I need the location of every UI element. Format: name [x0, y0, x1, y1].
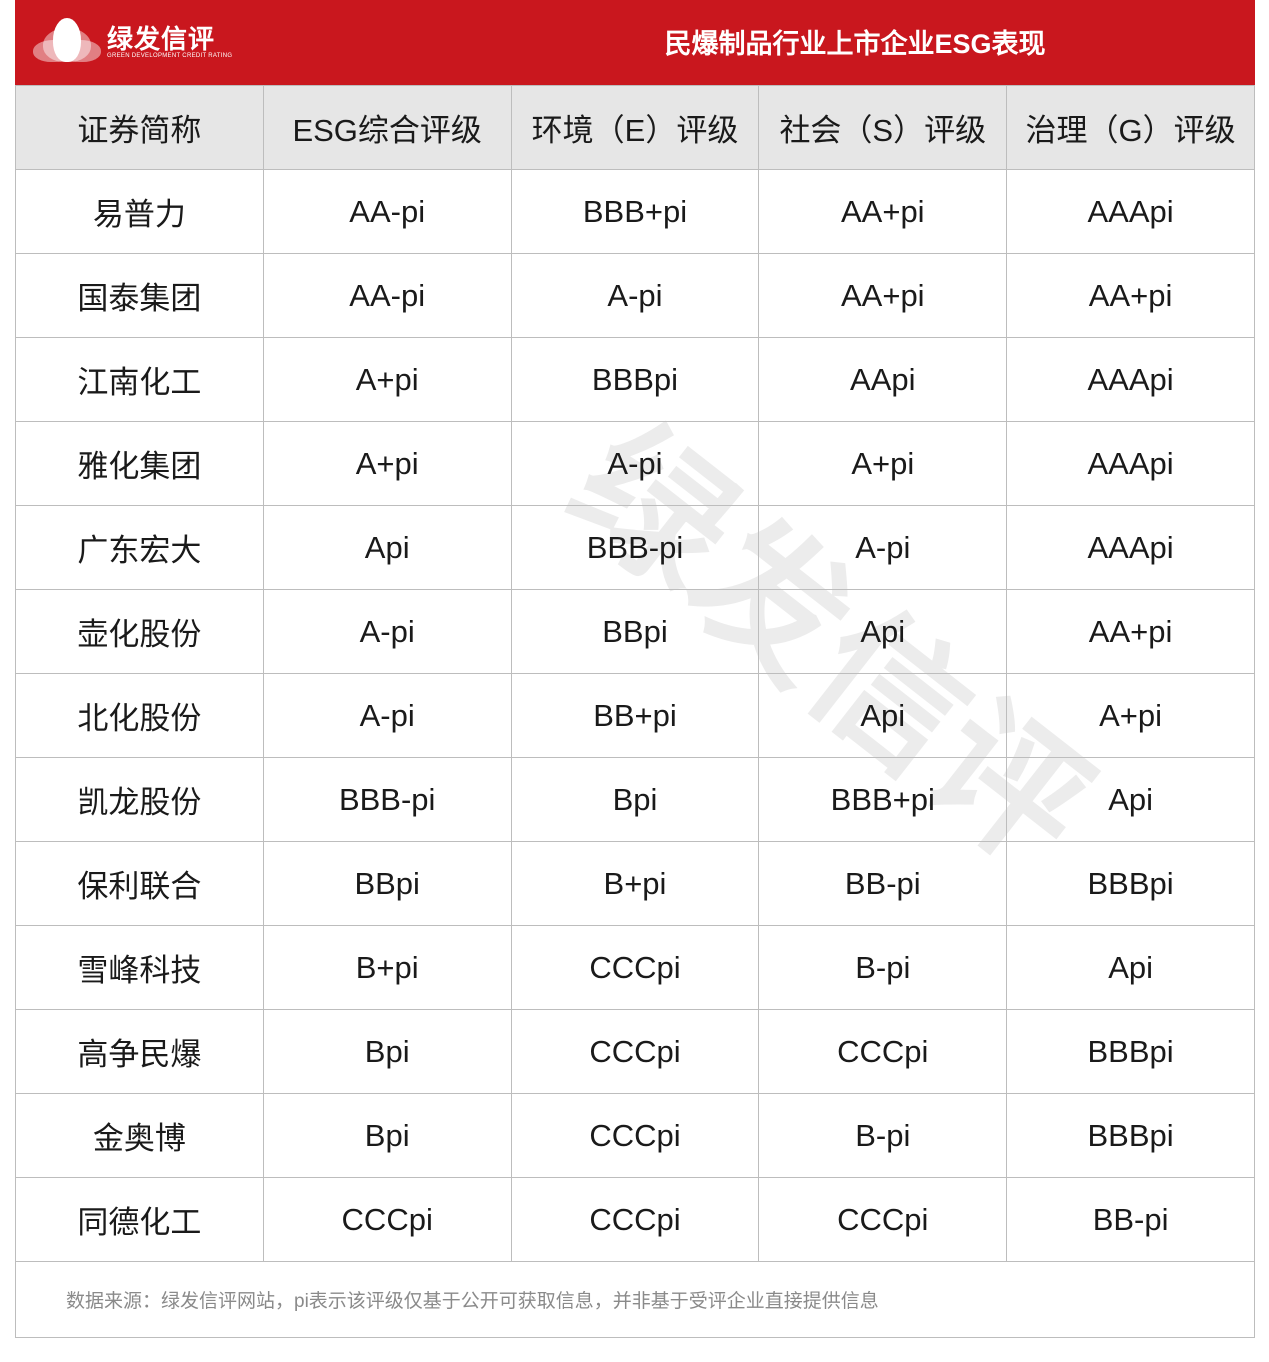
rating-cell: Bpi [510, 757, 760, 842]
column-header: ESG综合评级 [262, 85, 512, 170]
column-header: 环境（E）评级 [510, 85, 760, 170]
rating-cell: CCCpi [510, 925, 760, 1010]
rating-cell: A-pi [510, 253, 760, 338]
rating-cell: B+pi [510, 841, 760, 926]
company-name-cell: 保利联合 [15, 841, 264, 926]
rating-cell: BBpi [510, 589, 760, 674]
company-name-cell: 北化股份 [15, 673, 264, 758]
table-row: 同德化工 CCCpi CCCpi CCCpi BB-pi [15, 1177, 1255, 1262]
table-row: 雪峰科技 B+pi CCCpi B-pi Api [15, 925, 1255, 1010]
rating-cell: AA+pi [758, 253, 1008, 338]
rating-cell: BBB-pi [262, 757, 512, 842]
column-header: 社会（S）评级 [758, 85, 1008, 170]
logo-name: 绿发信评 [107, 24, 216, 54]
rating-cell: A+pi [1006, 673, 1255, 758]
company-name-cell: 金奥博 [15, 1093, 264, 1178]
rating-cell: BBB-pi [510, 505, 760, 590]
rating-cell: CCCpi [758, 1177, 1008, 1262]
table-row: 北化股份 A-pi BB+pi Api A+pi [15, 673, 1255, 758]
rating-cell: BBB+pi [758, 757, 1008, 842]
rating-cell: BB-pi [1006, 1177, 1255, 1262]
rating-cell: B-pi [758, 925, 1008, 1010]
rating-cell: Api [758, 673, 1008, 758]
table-row: 广东宏大 Api BBB-pi A-pi AAApi [15, 505, 1255, 590]
rating-cell: BBpi [262, 841, 512, 926]
logo: 绿发信评 GREEN DEVELOPMENT CREDIT RATING [33, 18, 232, 66]
rating-cell: Api [262, 505, 512, 590]
rating-cell: A-pi [510, 421, 760, 506]
rating-cell: AApi [758, 337, 1008, 422]
logo-tagline: GREEN DEVELOPMENT CREDIT RATING [107, 53, 233, 59]
rating-cell: AA-pi [262, 169, 512, 254]
rating-cell: BBBpi [1006, 1093, 1255, 1178]
rating-cell: CCCpi [510, 1177, 760, 1262]
rating-cell: BB-pi [758, 841, 1008, 926]
rating-cell: AA+pi [1006, 589, 1255, 674]
rating-cell: A+pi [262, 337, 512, 422]
rating-cell: AA+pi [758, 169, 1008, 254]
rating-cell: B-pi [758, 1093, 1008, 1178]
rating-cell: CCCpi [510, 1093, 760, 1178]
rating-cell: CCCpi [262, 1177, 512, 1262]
company-name-cell: 同德化工 [15, 1177, 264, 1262]
company-name-cell: 易普力 [15, 169, 264, 254]
rating-cell: Bpi [262, 1093, 512, 1178]
company-name-cell: 江南化工 [15, 337, 264, 422]
rating-cell: AAApi [1006, 421, 1255, 506]
page-title: 民爆制品行业上市企业ESG表现 [664, 29, 1046, 59]
table-row: 国泰集团 AA-pi A-pi AA+pi AA+pi [15, 253, 1255, 338]
rating-cell: AA-pi [262, 253, 512, 338]
rating-cell: CCCpi [758, 1009, 1008, 1094]
table-row: 金奥博 Bpi CCCpi B-pi BBBpi [15, 1093, 1255, 1178]
rating-cell: BBBpi [1006, 1009, 1255, 1094]
rating-cell: AAApi [1006, 337, 1255, 422]
table-row: 江南化工 A+pi BBBpi AApi AAApi [15, 337, 1255, 422]
rating-cell: Api [758, 589, 1008, 674]
rating-cell: Bpi [262, 1009, 512, 1094]
source-note: 数据来源：绿发信评网站，pi表示该评级仅基于公开可获取信息，并非基于受评企业直接… [15, 1261, 1255, 1338]
table-row: 高争民爆 Bpi CCCpi CCCpi BBBpi [15, 1009, 1255, 1094]
company-name-cell: 壶化股份 [15, 589, 264, 674]
rating-cell: A-pi [758, 505, 1008, 590]
rating-cell: CCCpi [510, 1009, 760, 1094]
ratings-table: 证券简称 ESG综合评级 环境（E）评级 社会（S）评级 治理（G）评级 易普力 AA-p… [15, 85, 1255, 1338]
rating-cell: AAApi [1006, 505, 1255, 590]
rating-cell: BBB+pi [510, 169, 760, 254]
company-name-cell: 国泰集团 [15, 253, 264, 338]
rating-cell: A+pi [262, 421, 512, 506]
rating-cell: AA+pi [1006, 253, 1255, 338]
lotus-icon [33, 18, 101, 66]
table-row: 雅化集团 A+pi A-pi A+pi AAApi [15, 421, 1255, 506]
company-name-cell: 高争民爆 [15, 1009, 264, 1094]
rating-cell: A+pi [758, 421, 1008, 506]
rating-cell: BBBpi [510, 337, 760, 422]
rating-cell: BBBpi [1006, 841, 1255, 926]
company-name-cell: 雅化集团 [15, 421, 264, 506]
rating-cell: Api [1006, 925, 1255, 1010]
table-row: 保利联合 BBpi B+pi BB-pi BBBpi [15, 841, 1255, 926]
table-row: 壶化股份 A-pi BBpi Api AA+pi [15, 589, 1255, 674]
header-banner: 绿发信评 GREEN DEVELOPMENT CREDIT RATING 民爆制… [15, 0, 1255, 85]
rating-cell: A-pi [262, 589, 512, 674]
rating-cell: BB+pi [510, 673, 760, 758]
esg-table-card: 绿发信评 GREEN DEVELOPMENT CREDIT RATING 民爆制… [15, 0, 1255, 1338]
company-name-cell: 广东宏大 [15, 505, 264, 590]
company-name-cell: 雪峰科技 [15, 925, 264, 1010]
rating-cell: B+pi [262, 925, 512, 1010]
rating-cell: A-pi [262, 673, 512, 758]
table-row: 凯龙股份 BBB-pi Bpi BBB+pi Api [15, 757, 1255, 842]
column-header: 治理（G）评级 [1006, 85, 1255, 170]
table-row: 易普力 AA-pi BBB+pi AA+pi AAApi [15, 169, 1255, 254]
column-header: 证券简称 [15, 85, 264, 170]
rating-cell: AAApi [1006, 169, 1255, 254]
company-name-cell: 凯龙股份 [15, 757, 264, 842]
rating-cell: Api [1006, 757, 1255, 842]
